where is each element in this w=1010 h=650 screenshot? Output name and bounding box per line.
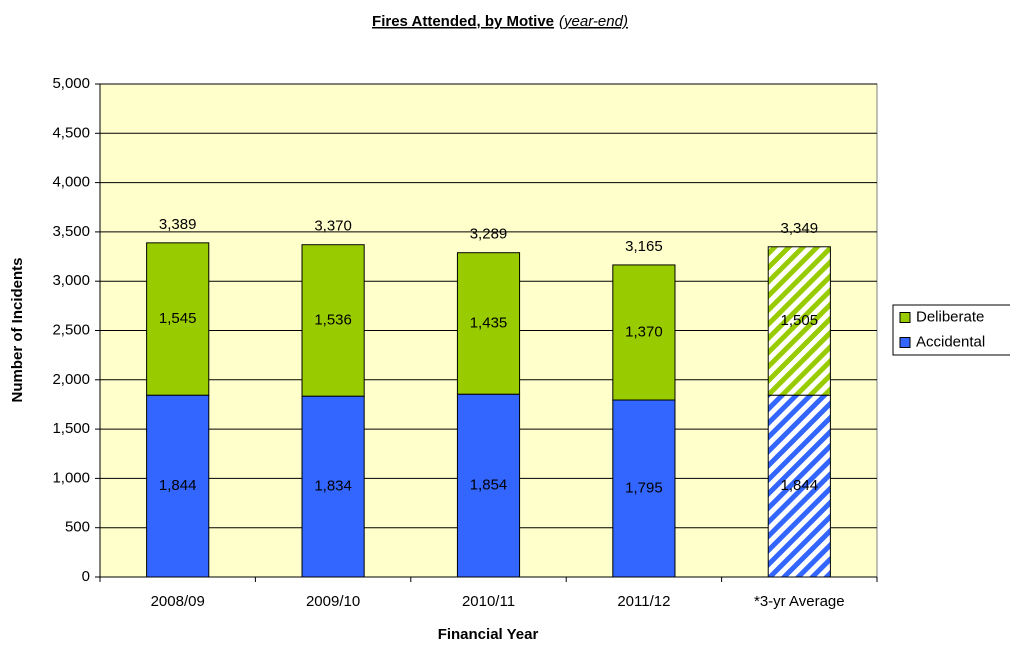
x-tick-label: 2010/11 xyxy=(462,593,515,610)
segment-label: 1,844 xyxy=(781,477,819,494)
bar-segment xyxy=(612,399,676,578)
y-tick-label: 2,500 xyxy=(52,321,90,338)
bar-segment xyxy=(456,393,521,578)
legend-box xyxy=(892,304,1010,356)
segment-label: 1,844 xyxy=(159,477,197,494)
segment-label: 1,435 xyxy=(470,314,508,331)
x-tick-label: 2009/10 xyxy=(306,593,360,610)
y-tick-label: 4,500 xyxy=(52,124,90,141)
bar-segment xyxy=(146,242,210,396)
y-tick-label: 1,000 xyxy=(52,469,90,486)
legend-label: Accidental xyxy=(916,333,985,350)
y-tick-label: 5,000 xyxy=(52,75,90,92)
bar-segment xyxy=(456,252,521,395)
total-label: 3,289 xyxy=(470,226,508,243)
y-tick-label: 0 xyxy=(82,568,90,585)
legend-label: Deliberate xyxy=(916,308,984,325)
y-tick-label: 1,500 xyxy=(52,420,90,437)
x-tick-label: 2011/12 xyxy=(617,593,670,610)
segment-label: 1,505 xyxy=(781,312,819,329)
bar-segment xyxy=(301,244,365,397)
y-tick-label: 2,000 xyxy=(52,371,90,388)
bar-segment xyxy=(146,394,210,578)
x-tick-label: *3-yr Average xyxy=(754,593,845,610)
segment-label: 1,545 xyxy=(159,310,197,327)
chart-title: Fires Attended, by Motive xyxy=(372,13,554,30)
segment-label: 1,854 xyxy=(470,477,508,494)
y-tick-label: 3,500 xyxy=(52,223,90,240)
total-label: 3,370 xyxy=(314,218,352,235)
chart-heading: Fires Attended, by Motive (year-end) xyxy=(372,13,628,30)
segment-label: 1,834 xyxy=(314,478,352,495)
total-label: 3,389 xyxy=(159,216,197,233)
y-tick-label: 500 xyxy=(65,519,90,536)
x-tick-label: 2008/09 xyxy=(151,593,205,610)
bar-segment xyxy=(612,264,676,401)
total-label: 3,349 xyxy=(781,220,819,237)
y-axis-label: Number of Incidents xyxy=(9,257,26,402)
x-axis-label: Financial Year xyxy=(438,626,539,643)
segment-label: 1,536 xyxy=(314,311,352,328)
segment-label: 1,795 xyxy=(625,479,663,496)
chart-subtitle: (year-end) xyxy=(559,13,628,30)
y-tick-label: 4,000 xyxy=(52,174,90,191)
segment-label: 1,370 xyxy=(625,323,663,340)
total-label: 3,165 xyxy=(625,238,663,255)
y-tick-label: 3,000 xyxy=(52,272,90,289)
legend-swatch xyxy=(899,312,911,323)
bar-segment xyxy=(767,394,831,578)
legend-swatch xyxy=(899,337,911,348)
bar-segment xyxy=(767,246,831,396)
